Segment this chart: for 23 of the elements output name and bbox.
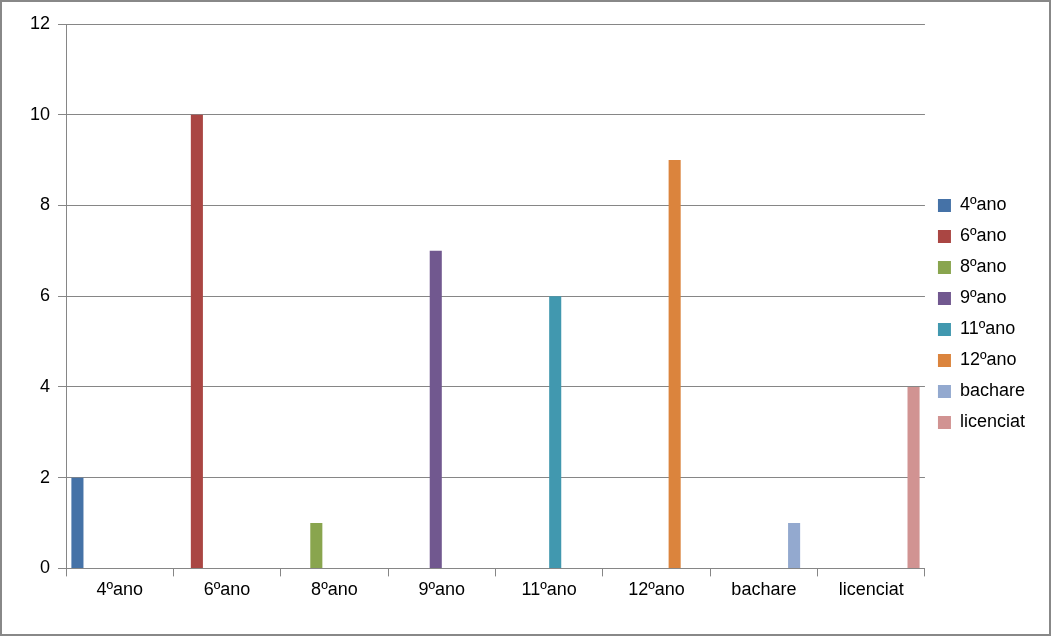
x-tick-label: 11ºano (521, 579, 577, 600)
x-tick-label: bachare (731, 579, 797, 600)
legend-label: licenciat (959, 411, 1025, 432)
y-tick-label: 4 (40, 375, 51, 396)
x-tick-label: 12ºano (628, 579, 685, 600)
x-tick-label: 8ºano (311, 579, 358, 600)
y-tick-label: 10 (29, 103, 51, 124)
legend-label: 6ºano (959, 225, 1007, 246)
x-tick-label: 6ºano (203, 579, 251, 600)
y-tick-label: 8 (40, 194, 51, 215)
x-tick-label: licenciat (838, 579, 904, 600)
y-tick-label: 2 (40, 466, 51, 487)
x-tick-label: 4ºano (96, 579, 144, 600)
legend-label: 11ºano (959, 318, 1016, 339)
y-tick-label: 6 (40, 285, 51, 306)
legend-label: 9ºano (959, 287, 1007, 308)
y-tick-label: 12 (29, 12, 51, 33)
legend-label: bachare (959, 380, 1026, 401)
y-tick-label: 0 (40, 557, 51, 578)
x-tick-label: 9ºano (418, 579, 466, 600)
legend-label: 12ºano (959, 349, 1017, 370)
legend-label: 4ºano (959, 194, 1007, 215)
legend-label: 8ºano (959, 256, 1007, 277)
